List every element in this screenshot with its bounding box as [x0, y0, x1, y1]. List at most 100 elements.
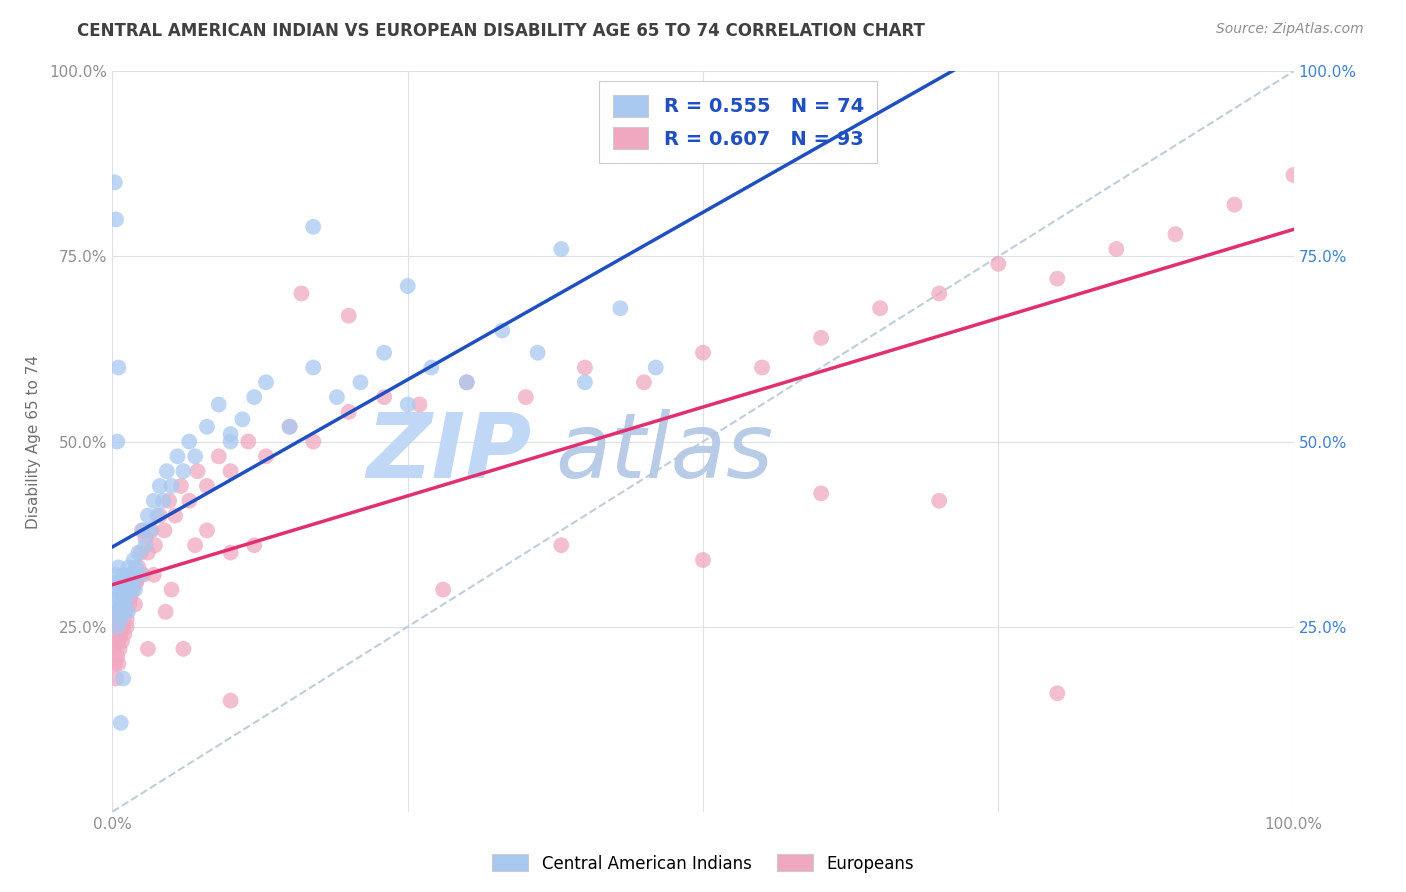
Point [170, 479, 193, 493]
Point [124, 582, 146, 597]
Point [105, 212, 128, 227]
Point [136, 641, 159, 656]
Point [142, 493, 165, 508]
Point [928, 493, 950, 508]
Point [208, 398, 231, 412]
Point [107, 360, 129, 375]
Point [987, 257, 1010, 271]
Point [278, 419, 301, 434]
Point [526, 345, 548, 359]
Point [157, 493, 180, 508]
Point [120, 567, 142, 582]
Point [810, 331, 832, 345]
Point [105, 612, 128, 626]
Legend: Central American Indians, Europeans: Central American Indians, Europeans [485, 847, 921, 880]
Point [420, 360, 443, 375]
Point [124, 598, 146, 612]
Point [1046, 686, 1069, 700]
Point [633, 376, 655, 390]
Point [129, 567, 152, 582]
Point [195, 479, 218, 493]
Point [110, 627, 132, 641]
Point [112, 598, 135, 612]
Point [146, 508, 169, 523]
Point [107, 605, 129, 619]
Point [219, 546, 242, 560]
Point [108, 641, 131, 656]
Point [129, 546, 152, 560]
Point [238, 434, 260, 449]
Point [107, 657, 129, 671]
Point [108, 612, 131, 626]
Legend: R = 0.555   N = 74, R = 0.607   N = 93: R = 0.555 N = 74, R = 0.607 N = 93 [599, 81, 877, 163]
Point [121, 582, 143, 597]
Point [107, 634, 129, 648]
Point [105, 619, 128, 633]
Point [136, 508, 159, 523]
Point [373, 390, 395, 404]
Point [186, 464, 208, 478]
Point [143, 538, 166, 552]
Point [692, 553, 714, 567]
Point [574, 376, 596, 390]
Point [396, 398, 419, 412]
Point [243, 390, 266, 404]
Point [136, 546, 159, 560]
Point [290, 286, 312, 301]
Point [141, 524, 163, 538]
Point [110, 598, 132, 612]
Point [219, 694, 242, 708]
Point [195, 524, 218, 538]
Point [115, 590, 138, 604]
Point [432, 582, 454, 597]
Point [105, 575, 128, 590]
Point [155, 605, 177, 619]
Point [122, 567, 145, 582]
Point [112, 605, 135, 619]
Point [153, 524, 176, 538]
Point [108, 582, 131, 597]
Point [179, 434, 201, 449]
Point [127, 560, 149, 574]
Point [1282, 168, 1305, 182]
Point [105, 434, 128, 449]
Point [125, 575, 148, 590]
Point [120, 590, 142, 604]
Text: CENTRAL AMERICAN INDIAN VS EUROPEAN DISABILITY AGE 65 TO 74 CORRELATION CHART: CENTRAL AMERICAN INDIAN VS EUROPEAN DISA… [77, 22, 925, 40]
Point [254, 450, 277, 464]
Point [1223, 197, 1246, 211]
Point [396, 279, 419, 293]
Point [105, 619, 128, 633]
Point [219, 464, 242, 478]
Point [142, 567, 165, 582]
Point [928, 286, 950, 301]
Point [172, 641, 194, 656]
Point [302, 434, 325, 449]
Point [149, 508, 172, 523]
Point [112, 590, 135, 604]
Point [107, 560, 129, 574]
Text: ZIP: ZIP [367, 409, 531, 497]
Point [114, 582, 136, 597]
Point [112, 590, 135, 604]
Point [105, 567, 128, 582]
Point [103, 641, 125, 656]
Y-axis label: Disability Age 65 to 74: Disability Age 65 to 74 [27, 354, 41, 529]
Point [231, 412, 253, 426]
Point [609, 301, 631, 316]
Point [195, 419, 218, 434]
Point [550, 538, 572, 552]
Point [110, 575, 132, 590]
Point [550, 242, 572, 256]
Point [160, 582, 183, 597]
Point [120, 590, 142, 604]
Point [166, 450, 188, 464]
Point [104, 605, 127, 619]
Point [112, 672, 135, 686]
Point [219, 434, 242, 449]
Point [110, 715, 132, 730]
Point [302, 219, 325, 234]
Point [111, 605, 134, 619]
Point [125, 575, 148, 590]
Point [184, 538, 207, 552]
